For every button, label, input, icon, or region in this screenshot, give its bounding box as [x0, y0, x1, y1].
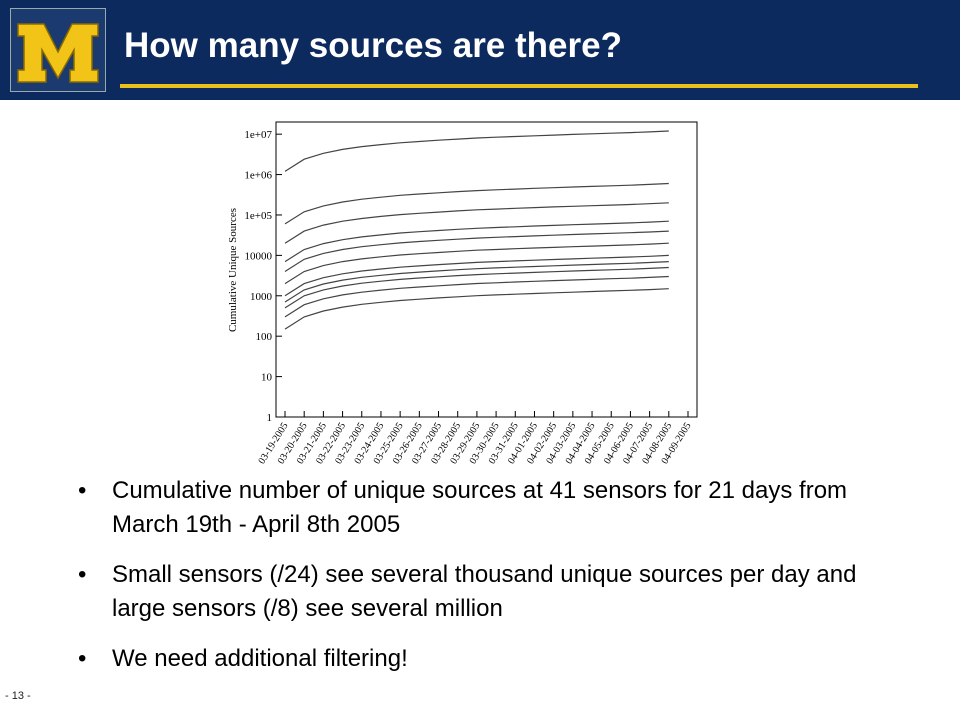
bullet-dot: •	[78, 645, 87, 672]
series-line	[284, 261, 669, 303]
y-axis-label: Cumulative Unique Sources	[227, 208, 239, 332]
slide-title: How many sources are there?	[124, 26, 622, 65]
series-line	[284, 275, 669, 318]
series-line	[284, 288, 669, 330]
title-underline	[120, 84, 918, 88]
chart: Cumulative Unique Sources 1 10 100 1000 1000…	[227, 121, 698, 466]
y-tick-label: 1	[267, 412, 273, 424]
y-tick-label: 1000	[250, 291, 273, 303]
series-line	[284, 220, 669, 263]
page-number: - 13 -	[5, 690, 31, 702]
bullet-item: • Small sensors (/24) see several thousan…	[78, 558, 908, 626]
series-line	[284, 230, 669, 273]
series-line	[284, 182, 669, 225]
bullet-dot: •	[78, 561, 87, 588]
series-line	[284, 254, 669, 297]
bullet-dot: •	[78, 477, 87, 504]
bullet-list: • Cumulative number of unique sources at …	[78, 474, 908, 692]
bullet-text: Cumulative number of unique sources at 4…	[112, 477, 848, 538]
series-line	[284, 202, 669, 244]
bullet-item: • We need additional filtering!	[78, 642, 908, 676]
y-tick-label: 10	[261, 372, 273, 384]
bullet-text: We need additional filtering!	[112, 645, 408, 672]
bullet-text: Small sensors (/24) see several thousand…	[112, 561, 857, 622]
series-line	[284, 242, 669, 285]
y-tick-label: 1e+07	[244, 129, 272, 141]
logo	[10, 8, 106, 92]
y-tick-label: 1e+06	[244, 170, 272, 182]
header-banner	[0, 0, 960, 100]
series-line	[284, 130, 669, 172]
bullet-item: • Cumulative number of unique sources at …	[78, 474, 908, 542]
y-tick-label: 10000	[245, 250, 273, 262]
y-tick-label: 100	[256, 331, 273, 343]
y-tick-label: 1e+05	[244, 210, 272, 222]
series-line	[284, 266, 669, 309]
